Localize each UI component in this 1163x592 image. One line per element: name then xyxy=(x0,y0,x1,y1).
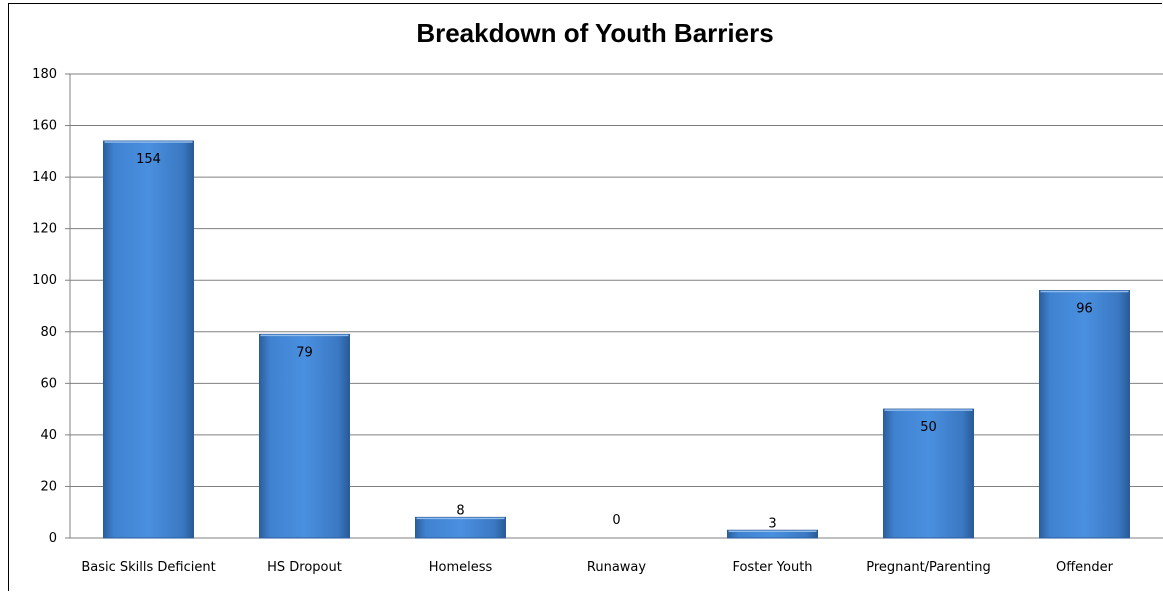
bar xyxy=(415,516,506,539)
bar xyxy=(103,140,194,539)
y-tick-label: 40 xyxy=(40,428,57,443)
x-category-label: Offender xyxy=(1056,560,1114,575)
x-category-label: HS Dropout xyxy=(267,560,342,575)
data-label: 154 xyxy=(136,152,161,167)
data-label: 3 xyxy=(768,516,776,531)
data-label: 79 xyxy=(296,345,313,360)
x-category-label: Runaway xyxy=(587,560,646,575)
bar xyxy=(1039,290,1130,539)
chart-frame xyxy=(8,3,1162,591)
x-category-label: Basic Skills Deficient xyxy=(81,560,215,575)
bar xyxy=(259,333,350,539)
data-label: 0 xyxy=(612,513,620,528)
bar xyxy=(727,529,818,539)
x-category-label: Foster Youth xyxy=(732,560,812,575)
x-category-label: Pregnant/Parenting xyxy=(866,560,991,575)
y-tick-label: 0 xyxy=(49,531,57,546)
y-tick-label: 60 xyxy=(40,376,57,391)
chart-title: Breakdown of Youth Barriers xyxy=(416,18,774,48)
data-label: 50 xyxy=(920,420,937,435)
y-tick-label: 140 xyxy=(32,170,57,185)
y-tick-label: 100 xyxy=(32,273,57,288)
bar xyxy=(883,408,974,539)
x-category-label: Homeless xyxy=(429,560,493,575)
y-tick-label: 180 xyxy=(32,67,57,82)
y-tick-label: 160 xyxy=(32,119,57,134)
y-tick-label: 80 xyxy=(40,325,57,340)
y-tick-label: 120 xyxy=(32,222,57,237)
data-label: 96 xyxy=(1076,302,1093,317)
y-tick-label: 20 xyxy=(40,479,57,494)
data-label: 8 xyxy=(456,503,464,518)
